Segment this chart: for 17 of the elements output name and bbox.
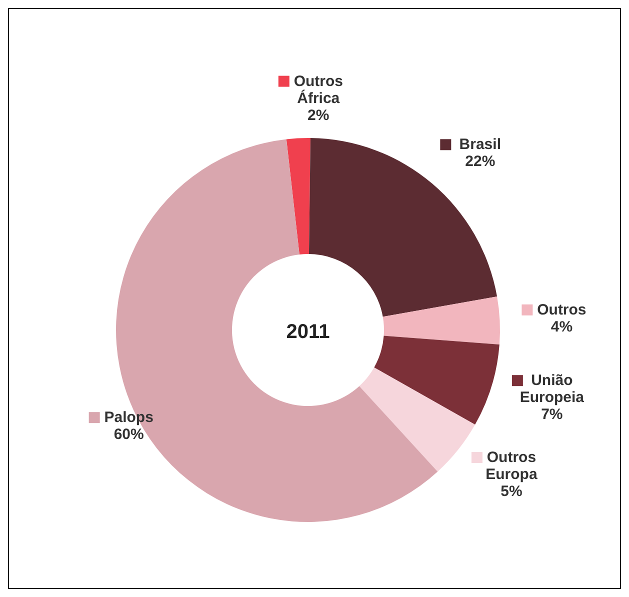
- legend-label: Outros: [537, 301, 586, 318]
- legend-label: Brasil: [459, 136, 502, 154]
- text: 2011: [286, 321, 330, 343]
- donut-slice: [359, 367, 476, 472]
- data-label: 60%: [114, 426, 144, 444]
- data-label: 2%: [308, 106, 330, 124]
- data-label: 4%: [550, 318, 573, 336]
- data-label: 22%: [465, 153, 496, 170]
- donut-slice: [286, 138, 310, 254]
- legend-label: União Europeia: [520, 372, 585, 406]
- donut-slice: [374, 336, 500, 425]
- legend-label: Outros África: [294, 72, 343, 107]
- legend-label: Palops: [104, 409, 154, 426]
- data-label: 5%: [500, 483, 522, 500]
- legend-label: Outros Europa: [486, 449, 538, 484]
- donut-slice: [382, 296, 500, 345]
- data-label: 7%: [541, 406, 563, 424]
